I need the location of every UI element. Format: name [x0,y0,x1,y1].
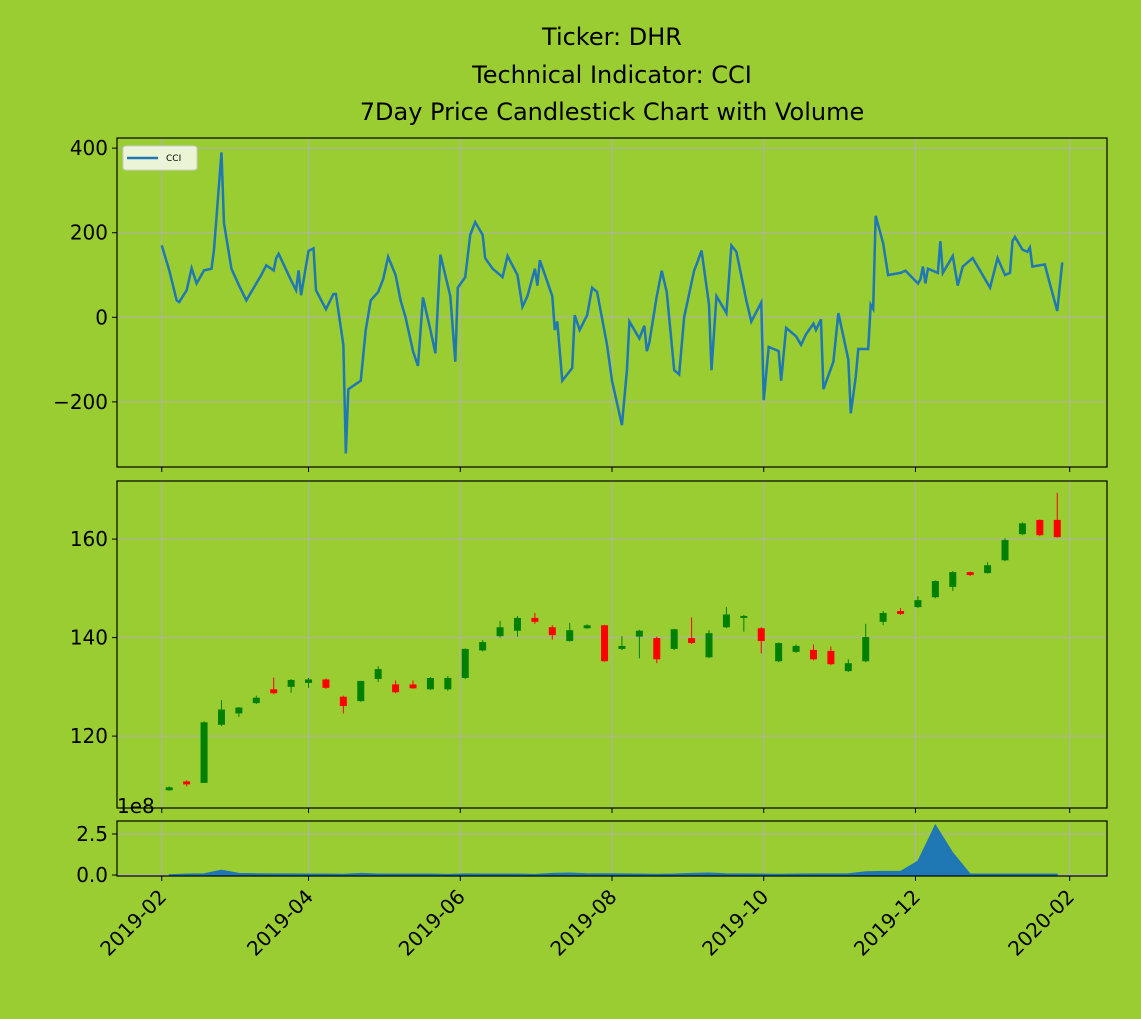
candle-body [305,679,313,683]
candle-body [1018,523,1026,535]
candle-body [827,650,835,665]
legend-label: CCI [166,154,181,164]
candle-body [426,677,434,690]
axes-frame [116,820,1108,877]
axes-frame [116,480,1108,809]
candle-body [653,638,661,660]
x-tick-label: 2019-04 [242,885,318,961]
candle-body [287,679,295,687]
offset-label: 1e8 [117,794,155,818]
candle-body [1053,519,1061,538]
y-tick-label: 200 [70,221,108,245]
candle-body [862,637,870,662]
candle-body [252,697,260,704]
candle-body [740,615,748,618]
candle-body [722,614,730,628]
candle-body [200,722,208,783]
x-tick-label: 2019-06 [394,885,470,961]
y-tick-label: 120 [70,724,108,748]
candle-body [757,628,765,642]
candle-body [688,638,696,644]
candle-body [322,679,330,688]
x-tick-label: 2019-12 [849,885,925,961]
candle-body [966,572,974,576]
candle-body [984,565,992,574]
candle-body [548,627,556,636]
candle-body [618,645,626,649]
candle-body [809,649,817,660]
candle-body [339,696,347,707]
candle-body [601,625,609,662]
y-tick-label: −200 [53,390,108,414]
candle-body [949,572,957,587]
x-tick-label: 2019-02 [95,885,171,961]
candle-body [496,627,504,637]
candle-body [583,625,591,629]
axes-frame [116,137,1108,468]
candle-body [235,707,243,714]
candle-body [1036,519,1044,536]
title-line: Technical Indicator: CCI [471,61,752,89]
y-tick-label: 2.5 [76,822,108,846]
cci-line [160,152,1064,454]
legend: CCI [122,145,198,171]
panel: 2019-02 2019-04 2019-06 2019-08 2019-10 2019-… [76,794,1108,961]
candle-body [635,630,643,637]
panel: 120 140 160 [70,480,1108,813]
candle-body [444,677,452,690]
candle-body [844,663,852,672]
candle-body [897,611,905,614]
candle-body [566,630,574,642]
candle-body [914,600,922,608]
x-tick-label: 2019-08 [545,885,621,961]
candle-body [775,643,783,662]
candle-body [479,642,487,651]
candle-body [374,669,382,679]
candle-body [1001,540,1009,561]
candle-body [270,689,278,694]
candle-body [879,612,887,622]
candle-body [461,648,469,678]
candle-body [705,633,713,658]
y-tick-label: 160 [70,527,108,551]
candle-body [183,781,191,785]
candle-body [392,684,400,693]
y-tick-label: 0.0 [76,863,108,887]
candle-body [931,580,939,598]
legend-box [122,145,198,171]
candle-body [513,617,521,631]
y-tick-label: 140 [70,626,108,650]
candle-body [792,645,800,652]
candle-body [409,684,417,689]
candle-body [531,617,539,622]
title-line: Ticker: DHR [541,23,682,51]
candle-body [670,629,678,649]
title-line: 7Day Price Candlestick Chart with Volume [360,98,865,126]
panel: −200 0 200 400 CCI [53,136,1108,472]
candle-body [217,709,225,725]
candle-body [357,680,365,702]
x-tick-label: 2019-10 [697,885,773,961]
volume-area [168,823,1058,876]
x-tick-label: 2020-02 [1003,885,1079,961]
y-tick-label: 0 [95,305,108,329]
y-tick-label: 400 [70,136,108,160]
candle-body [165,787,173,791]
